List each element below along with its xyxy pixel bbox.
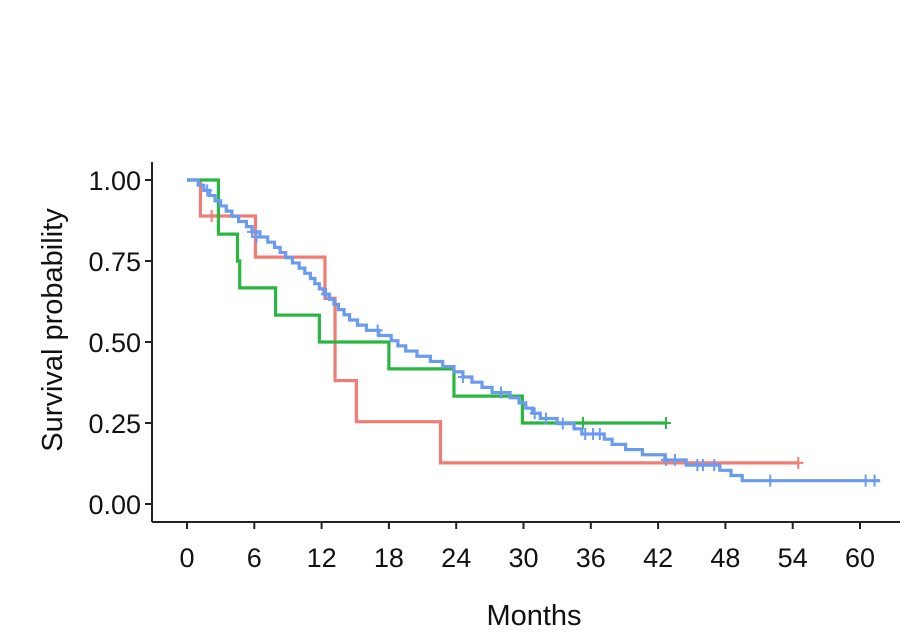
x-tick-label: 24 — [441, 543, 471, 573]
censor-mark-blue — [697, 459, 708, 472]
x-tick-label: 60 — [845, 543, 875, 573]
y-tick-label: 0.25 — [88, 409, 141, 439]
x-tick-label: 0 — [179, 543, 194, 573]
x-tick-label: 6 — [247, 543, 262, 573]
x-tick-label: 54 — [778, 543, 808, 573]
x-tick-label: 30 — [508, 543, 538, 573]
censor-mark-blue — [765, 474, 776, 487]
censor-mark-blue — [457, 370, 468, 383]
censor-mark-blue — [709, 459, 720, 472]
x-ticks: 0 6 12 18 24 30 36 42 48 54 60 — [179, 522, 875, 573]
series-green — [187, 178, 671, 429]
y-tick-label: 0.75 — [88, 247, 141, 277]
x-tick-label: 18 — [374, 543, 404, 573]
x-tick-label: 12 — [307, 543, 337, 573]
series-red — [187, 178, 804, 469]
censor-mark-green — [577, 417, 588, 429]
y-tick-label: 0.50 — [88, 328, 141, 358]
y-tick-label: 1.00 — [88, 166, 141, 196]
censor-mark-blue — [594, 428, 605, 441]
censor-mark-blue — [860, 474, 871, 487]
censor-mark-blue — [496, 386, 507, 399]
plot-series — [187, 178, 881, 487]
series-line-blue — [187, 178, 881, 483]
axes — [151, 162, 900, 523]
series-line-red — [187, 178, 799, 465]
x-tick-label: 36 — [576, 543, 606, 573]
censor-mark-blue — [529, 407, 540, 420]
censor-mark-blue — [372, 324, 383, 337]
censor-mark-green — [660, 417, 671, 429]
series-blue — [187, 178, 881, 487]
censor-mark-red — [793, 456, 804, 469]
censor-mark-blue — [660, 453, 671, 466]
censor-mark-blue — [321, 288, 332, 301]
y-tick-label: 0.00 — [88, 490, 141, 520]
censor-mark-blue — [247, 225, 258, 238]
censor-mark-blue — [251, 231, 262, 244]
y-ticks: 0.00 0.25 0.50 0.75 1.00 — [88, 166, 152, 520]
censor-mark-blue — [557, 417, 568, 430]
censor-mark-red — [206, 209, 217, 222]
x-tick-label: 48 — [710, 543, 740, 573]
x-tick-label: 42 — [643, 543, 673, 573]
x-axis-title: Months — [486, 600, 581, 632]
censor-mark-blue — [540, 412, 551, 425]
y-axis-title: Survival probability — [37, 208, 69, 452]
censor-mark-blue — [869, 474, 880, 487]
censor-mark-blue — [202, 184, 213, 197]
censor-mark-blue — [669, 453, 680, 466]
series-line-green — [187, 178, 666, 425]
